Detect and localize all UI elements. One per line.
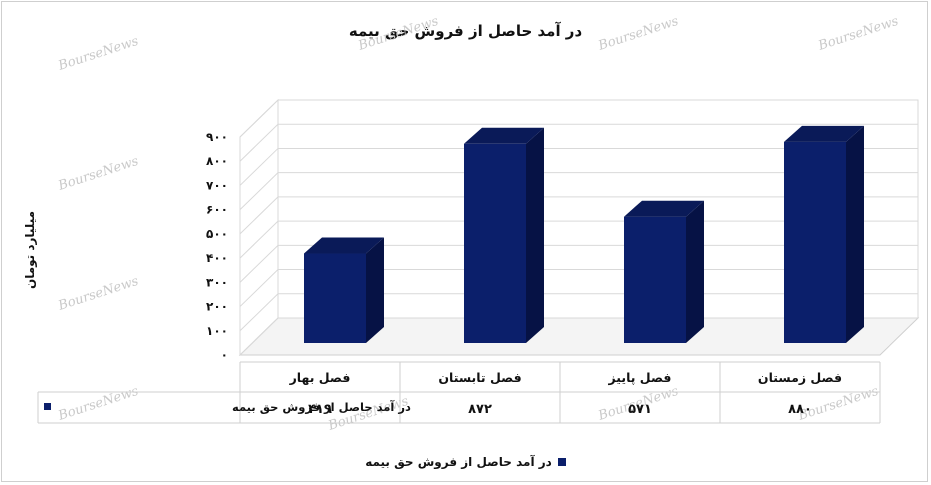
bar-top [464,127,544,144]
bar-1 [304,237,384,343]
bar-4 [784,125,864,343]
watermark-text: BourseNews [356,14,441,54]
legend: در آمد حاصل از فروش حق بیمه [0,455,931,469]
bar-side [846,125,864,343]
bar-front [304,253,366,343]
bar-side [686,200,704,343]
gridline [239,99,918,138]
x-category-label: فصل بهار [289,370,351,385]
bar-2 [464,127,544,343]
side-wall [239,98,279,357]
bar-top [304,237,384,254]
watermark-text: BourseNews [56,34,141,74]
gridline [239,244,918,283]
data-value-label: ۸۸۰ [788,402,812,417]
bar-front [464,143,526,343]
gridline [239,147,918,186]
y-tick-label: ۲۰۰ [206,300,228,314]
watermark-text: BourseNews [596,14,681,54]
watermark-text: BourseNews [56,384,141,424]
data-value-label: ۵۷۱ [628,402,652,417]
gridline [239,220,918,259]
y-tick-label: ۷۰۰ [206,178,228,192]
bar-side [366,237,384,343]
bar-3 [624,200,704,343]
data-value-label: ۴۱۹ [308,402,332,417]
y-tick-label: ۶۰۰ [206,203,228,217]
watermark-text: BourseNews [816,14,901,54]
chart-title: در آمد حاصل از فروش حق بیمه [348,22,583,40]
y-tick-label: ۴۰۰ [206,251,228,265]
watermark-text: BourseNews [56,274,141,314]
bar-front [784,141,846,343]
gridline [239,196,918,235]
gridline [239,269,918,307]
watermark-text: BourseNews [56,154,141,194]
y-tick-label: ۱۰۰ [206,324,228,338]
table-series-label: در آمد حاصل از فروش حق بیمه [232,400,411,415]
gridline [239,293,918,332]
bar-top [784,125,864,142]
x-category-label: فصل پاییز [608,370,672,385]
y-tick-label: ۰ [221,348,228,362]
y-tick-label: ۸۰۰ [206,154,228,168]
table-legend-swatch [44,403,51,410]
data-value-label: ۸۷۲ [468,402,492,417]
bar-side [526,127,544,343]
gridline [239,123,918,162]
x-category-label: فصل تابستان [438,370,521,385]
y-tick-label: ۹۰۰ [206,130,228,144]
legend-label: در آمد حاصل از فروش حق بیمه [365,455,552,469]
legend-swatch [557,458,566,466]
y-tick-label: ۳۰۰ [206,275,228,289]
gridline [239,317,918,356]
y-tick-label: ۵۰۰ [206,227,228,241]
bar-front [624,216,686,343]
bar-top [624,200,704,217]
x-category-label: فصل زمستان [758,370,842,385]
gridline [239,172,918,211]
